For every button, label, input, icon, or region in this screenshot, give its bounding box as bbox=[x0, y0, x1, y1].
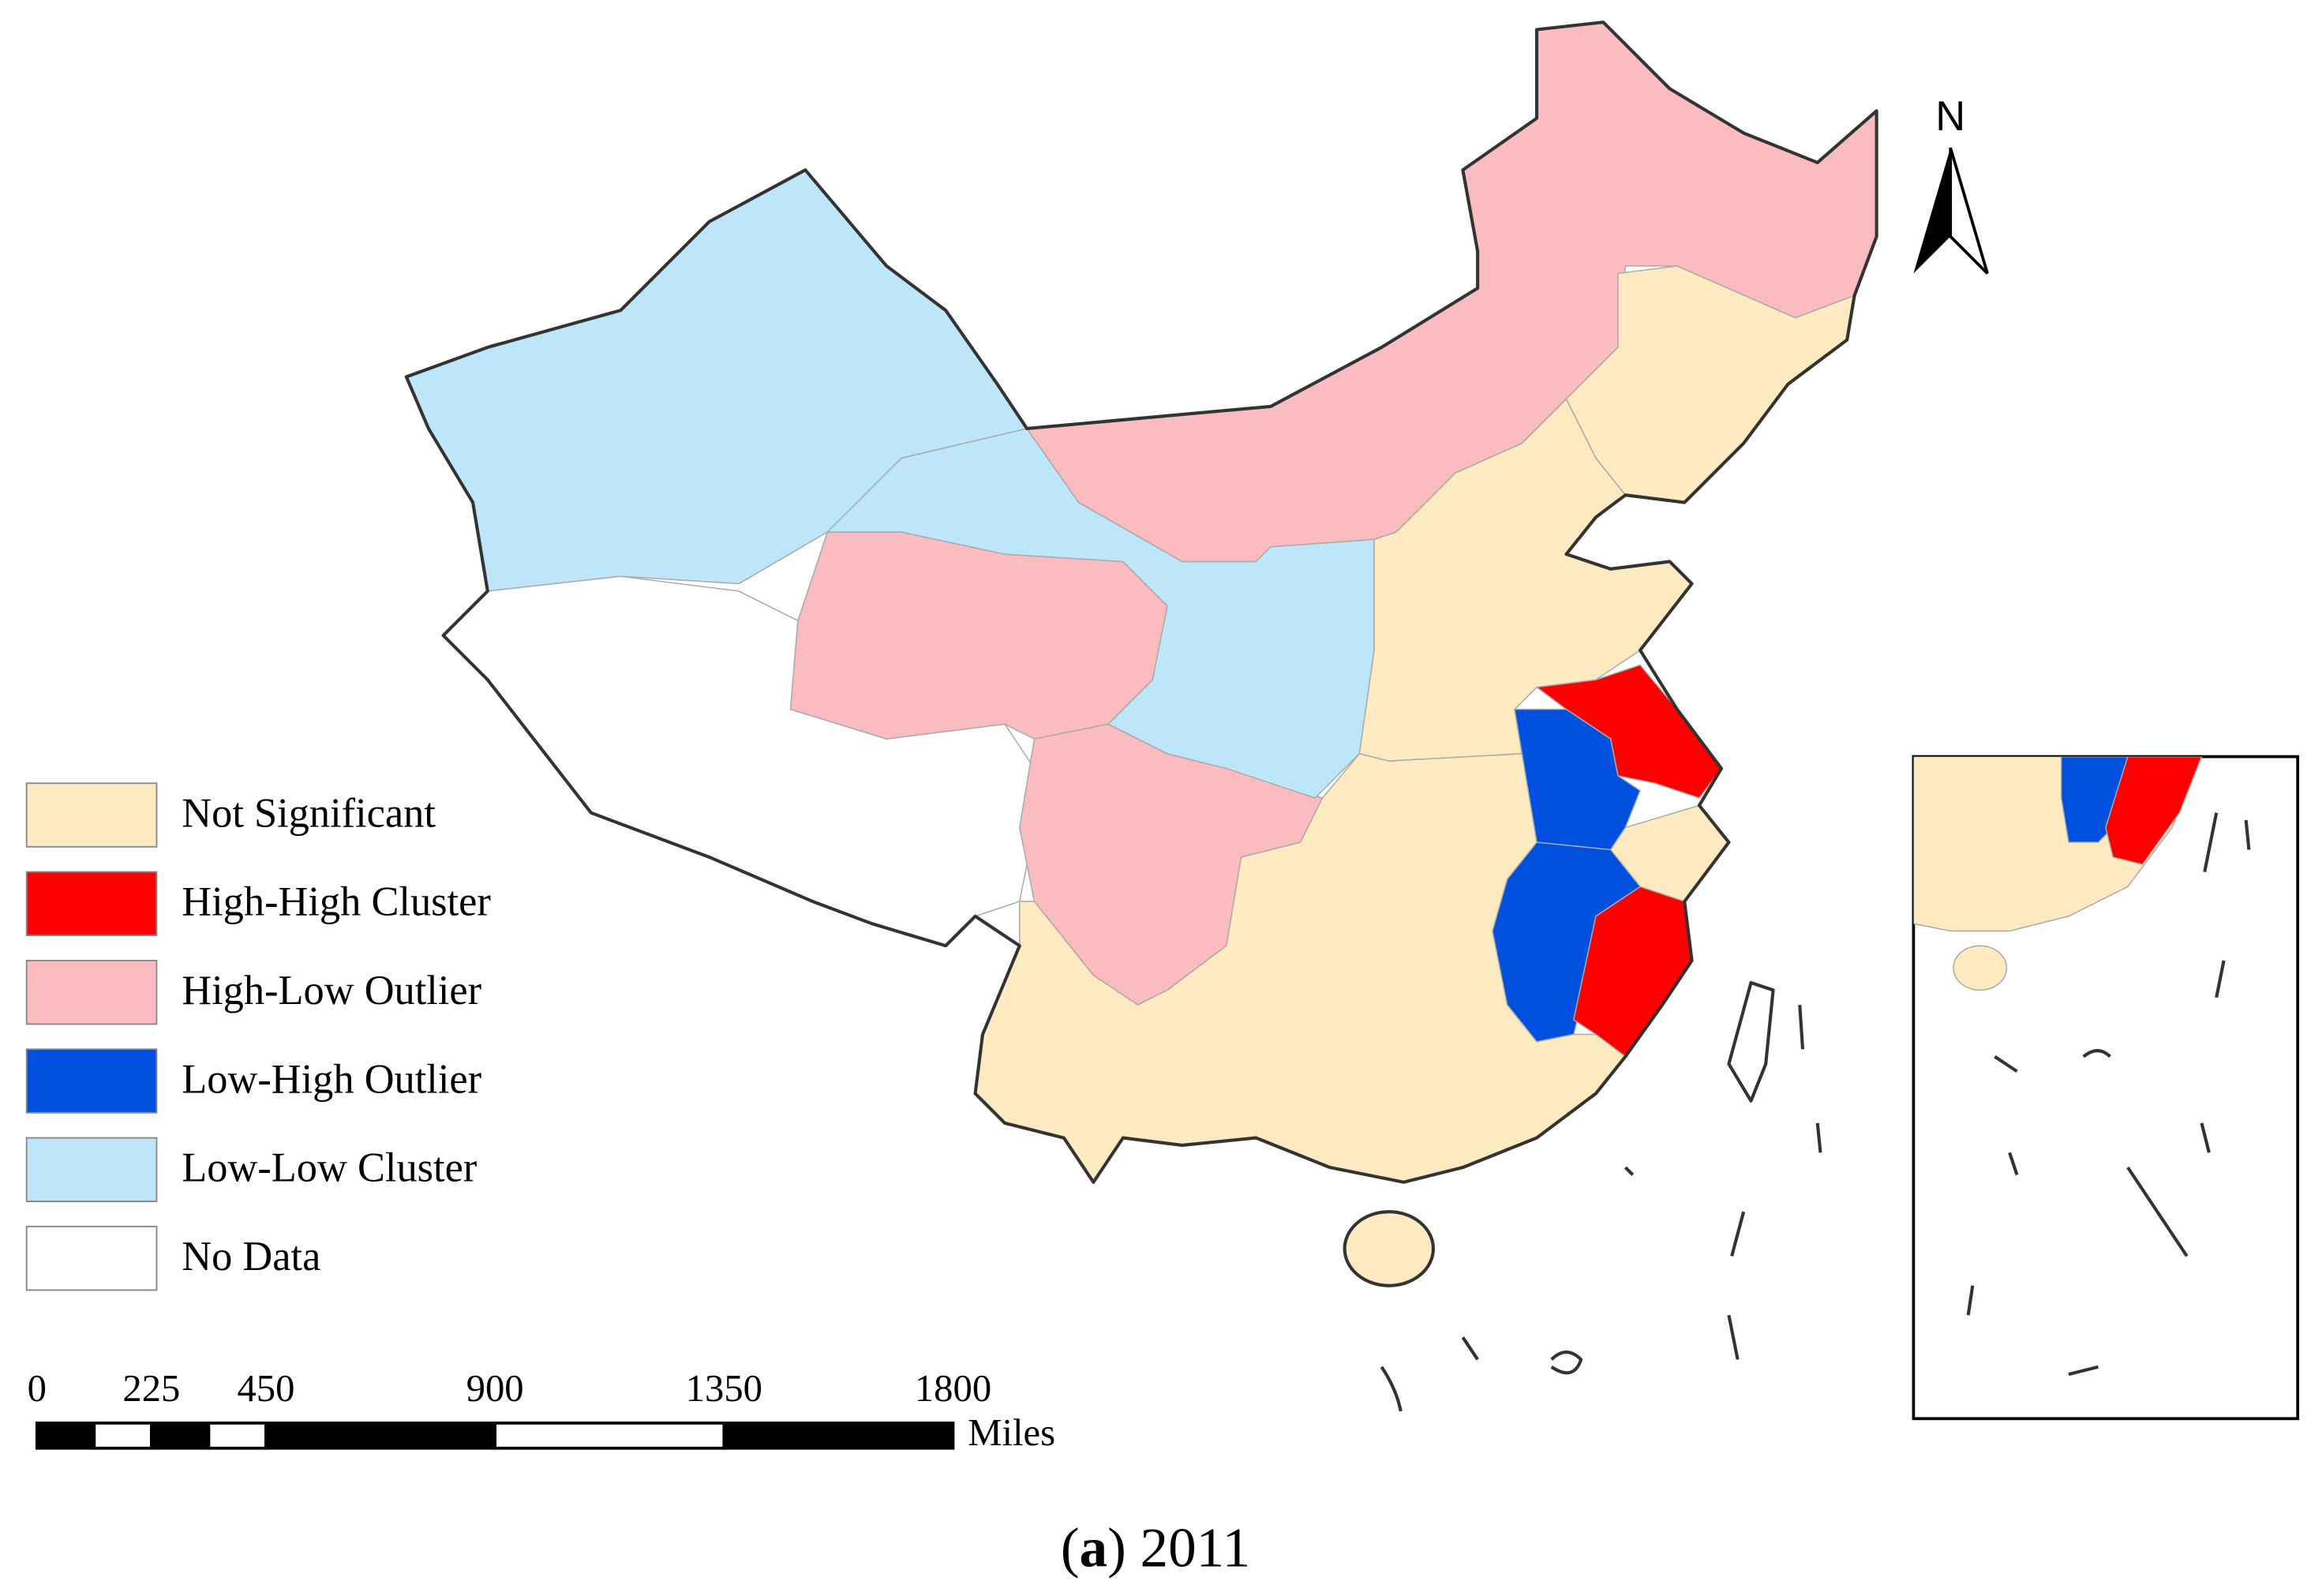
legend-swatch bbox=[25, 959, 158, 1025]
scale-tick-label: 900 bbox=[466, 1367, 524, 1410]
arrow-right bbox=[1949, 147, 1989, 275]
scale-segment bbox=[92, 1422, 153, 1450]
hainan-outline bbox=[1343, 1210, 1436, 1287]
scale-segment bbox=[722, 1422, 955, 1450]
legend-label: Low-High Outlier bbox=[182, 1056, 481, 1102]
caption-open: ( bbox=[1061, 1518, 1080, 1579]
scale-unit: Miles bbox=[968, 1411, 1055, 1454]
scale-tick-label: 225 bbox=[122, 1367, 180, 1410]
north-arrow: N bbox=[1913, 94, 1989, 275]
legend-swatch bbox=[25, 1048, 158, 1114]
inset-fujian bbox=[2105, 756, 2203, 865]
legend-swatch bbox=[25, 1225, 158, 1291]
taiwan bbox=[1727, 980, 1775, 1103]
scale-segment bbox=[150, 1422, 211, 1450]
legend-swatch bbox=[25, 1137, 158, 1203]
legend-label: High-High Cluster bbox=[182, 879, 491, 925]
legend-label: No Data bbox=[182, 1234, 320, 1279]
caption-letter: a bbox=[1080, 1518, 1108, 1579]
legend: Not Significant High-High Cluster High-Low… bbox=[25, 782, 491, 1291]
scale-segment bbox=[207, 1422, 268, 1450]
arrow-left bbox=[1913, 148, 1951, 274]
coastline bbox=[404, 21, 1878, 1412]
scale-tick-label: 1800 bbox=[915, 1367, 991, 1410]
legend-swatch bbox=[25, 871, 158, 937]
legend-label: High-Low Outlier bbox=[182, 968, 481, 1013]
scale-segment bbox=[35, 1422, 96, 1450]
scale-tick-label: 450 bbox=[237, 1367, 294, 1410]
legend-label: Not Significant bbox=[182, 790, 436, 836]
scale-segment bbox=[493, 1422, 726, 1450]
north-label: N bbox=[1935, 94, 1965, 140]
caption: (a) 2011 bbox=[1061, 1518, 1250, 1579]
inset-hainan bbox=[1953, 945, 2008, 991]
country-outline bbox=[404, 21, 1878, 1184]
inset-map bbox=[1912, 755, 2300, 1421]
inset-islands bbox=[1966, 812, 2251, 1377]
scale-tick-label: 1350 bbox=[686, 1367, 762, 1410]
scale-segment bbox=[264, 1422, 497, 1450]
caption-rest: ) 2011 bbox=[1107, 1518, 1250, 1579]
legend-swatch bbox=[25, 782, 158, 848]
region-qinghai bbox=[789, 531, 1168, 740]
legend-label: Low-Low Cluster bbox=[182, 1145, 477, 1191]
islands bbox=[1380, 1004, 1822, 1412]
map-regions bbox=[406, 21, 1878, 1287]
scale-tick-label: 0 bbox=[28, 1367, 47, 1410]
